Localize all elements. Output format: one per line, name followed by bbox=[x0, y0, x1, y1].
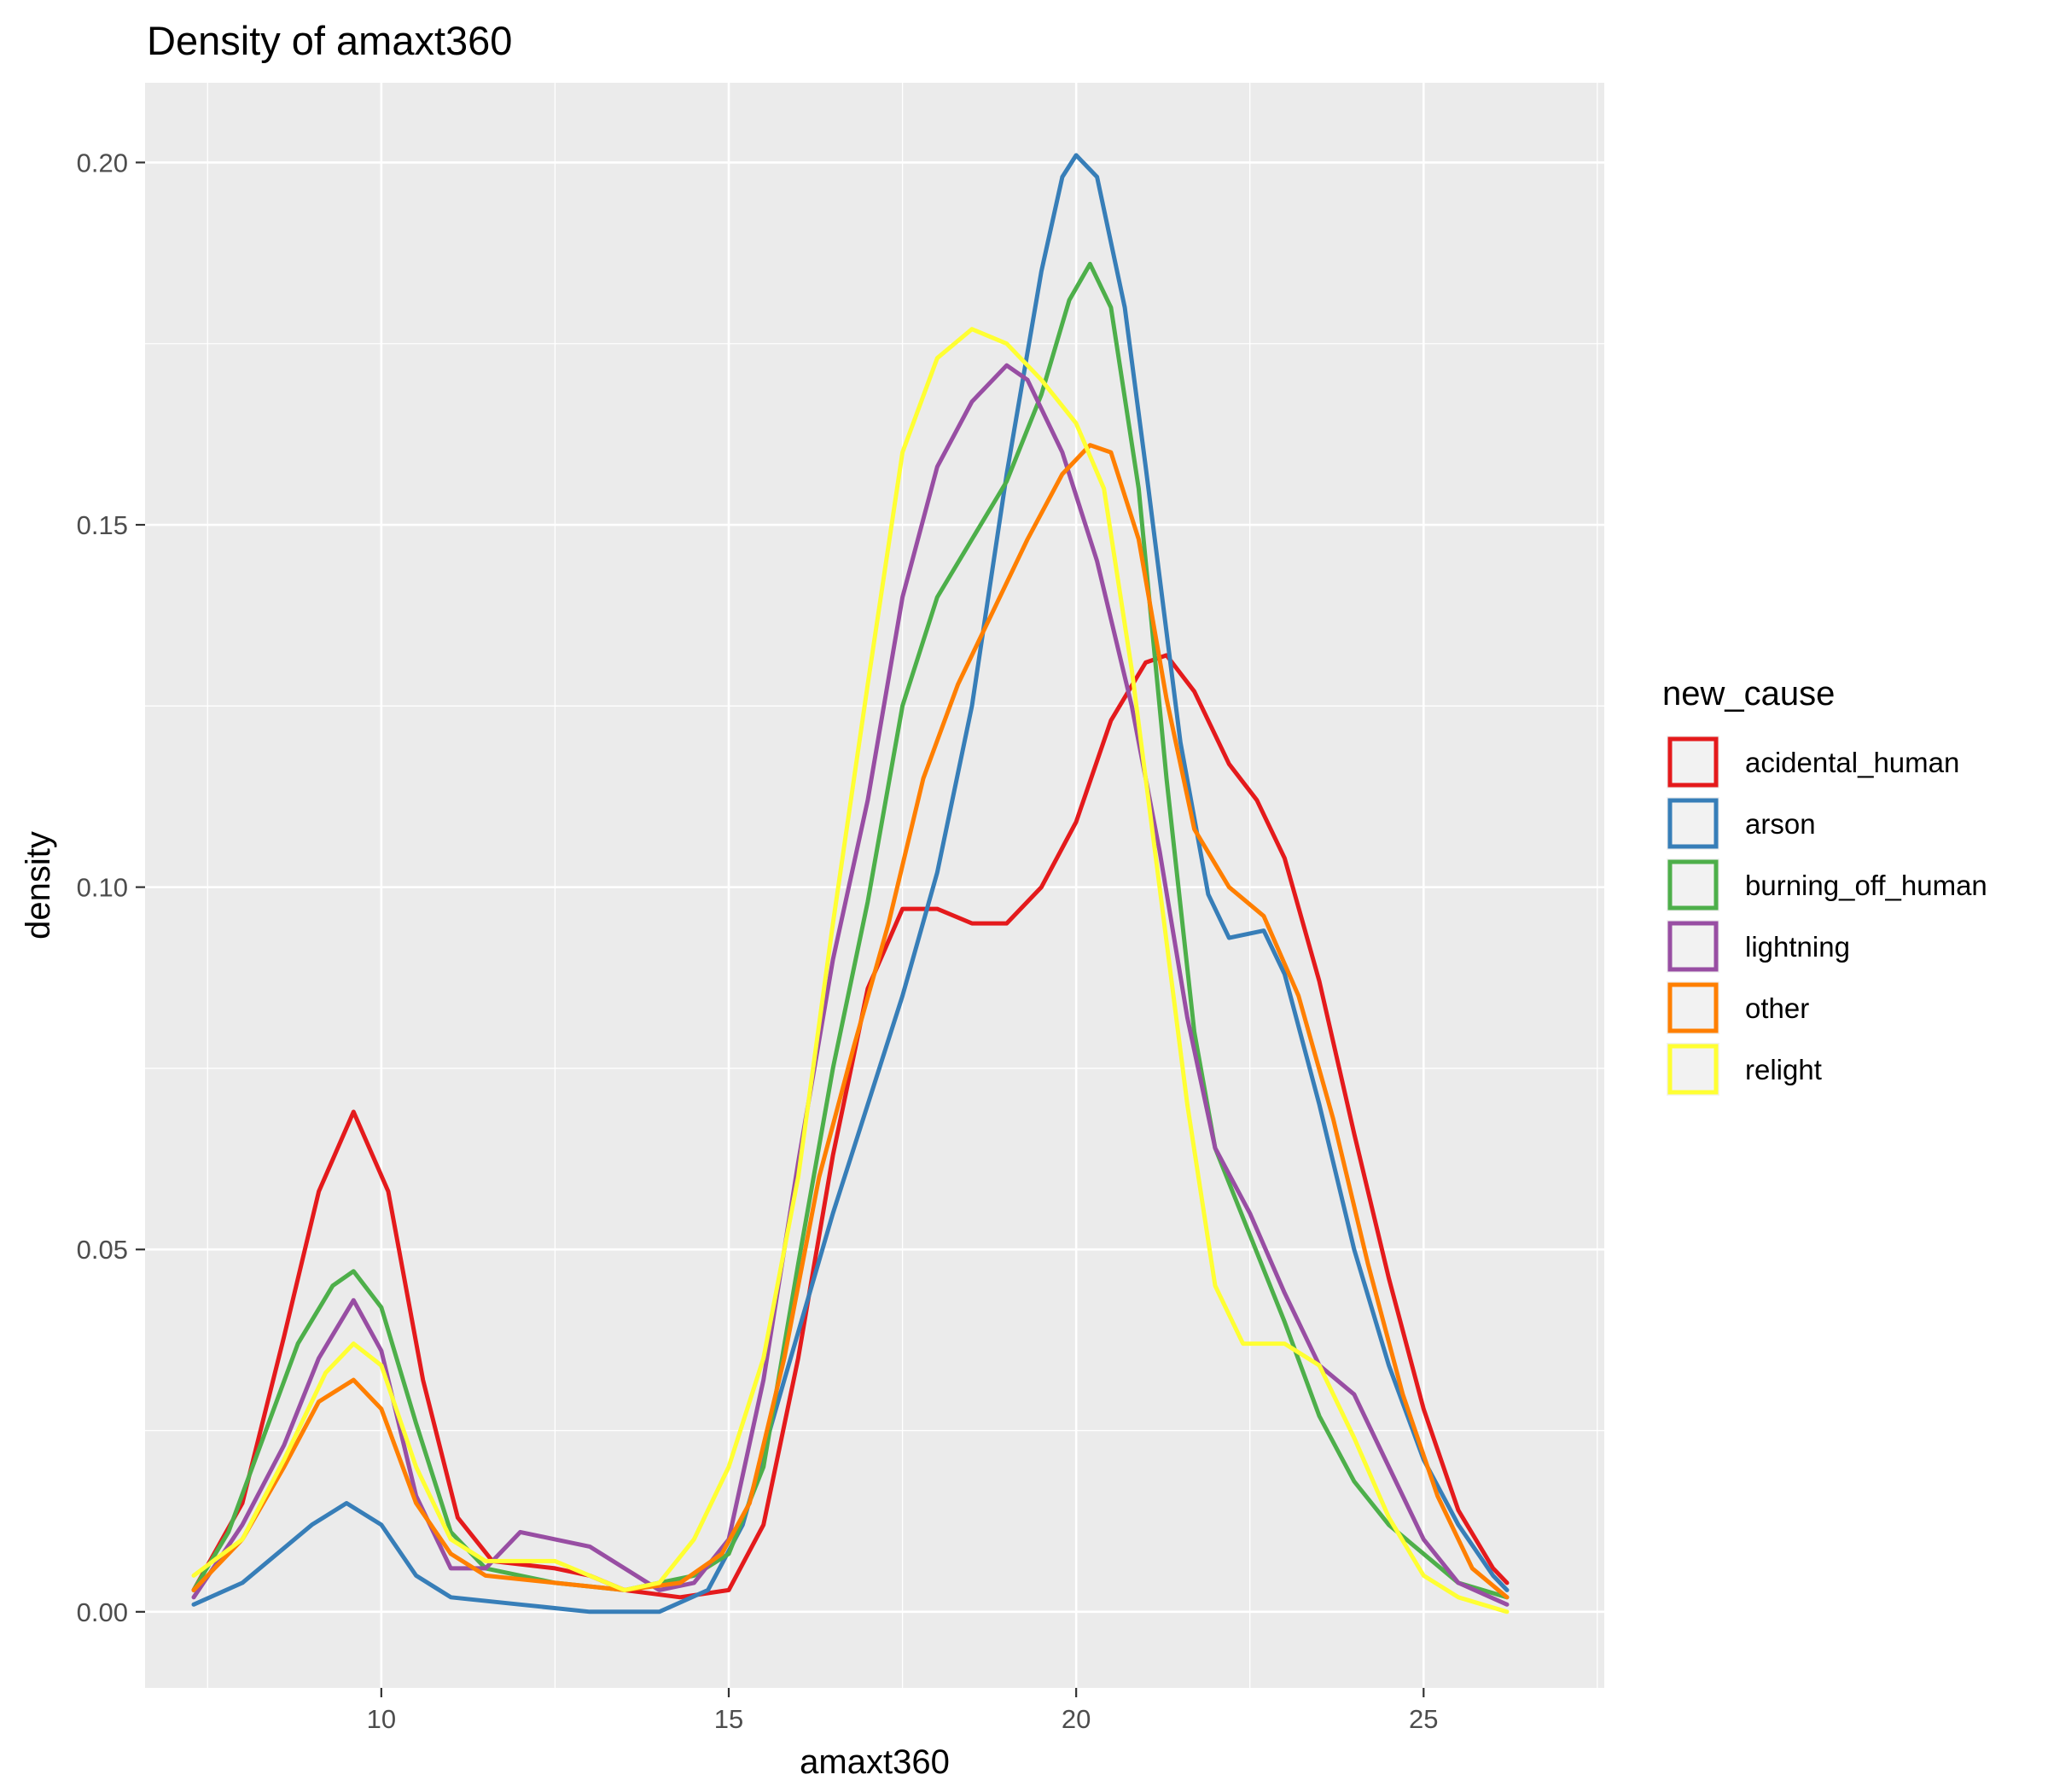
legend-key-bg bbox=[1667, 858, 1719, 911]
legend-key-arson bbox=[1667, 798, 1719, 849]
legend-label: lightning bbox=[1745, 931, 1850, 963]
x-axis-title: amaxt360 bbox=[800, 1743, 950, 1781]
plot-panel bbox=[145, 83, 1604, 1688]
y-tick-label: 0.05 bbox=[77, 1235, 128, 1265]
x-tick-label: 25 bbox=[1409, 1704, 1438, 1734]
legend-label: burning_off_human bbox=[1745, 870, 1987, 901]
legend-label: acidental_human bbox=[1745, 747, 1959, 778]
legend-label: relight bbox=[1745, 1054, 1822, 1085]
y-tick-label: 0.15 bbox=[77, 510, 128, 540]
series-line-other bbox=[191, 443, 1510, 1600]
legend-key-relight bbox=[1667, 1044, 1719, 1095]
minor-gridlines bbox=[145, 83, 1604, 1688]
x-tick-label: 10 bbox=[367, 1704, 396, 1734]
series-line-burning-off-human bbox=[191, 261, 1510, 1600]
x-tick-label: 20 bbox=[1062, 1704, 1091, 1734]
series-line-relight bbox=[191, 327, 1510, 1615]
y-tick-label: 0.10 bbox=[77, 873, 128, 903]
y-tick-label: 0.00 bbox=[77, 1597, 128, 1627]
y-tick-label: 0.20 bbox=[77, 148, 128, 177]
axes: 10 15 20 25 0.00 0.05 0.10 0.15 0.20 bbox=[77, 148, 1439, 1734]
chart-title: Density of amaxt360 bbox=[147, 18, 512, 63]
legend-key-bg bbox=[1667, 1043, 1719, 1096]
legend-label: arson bbox=[1745, 808, 1816, 840]
legend-key-other bbox=[1667, 982, 1719, 1033]
legend-key-lightning bbox=[1667, 921, 1719, 972]
density-lines bbox=[191, 153, 1510, 1615]
major-gridlines bbox=[145, 83, 1604, 1688]
legend-key-bg bbox=[1667, 981, 1719, 1034]
series-line-acidental-human bbox=[191, 653, 1510, 1600]
legend-key-acidental-human bbox=[1667, 736, 1719, 788]
x-tick-label: 15 bbox=[714, 1704, 743, 1734]
legend-title: new_cause bbox=[1662, 675, 1835, 713]
y-axis-title: density bbox=[20, 831, 57, 940]
legend-key-bg bbox=[1667, 920, 1719, 973]
legend-key-bg bbox=[1667, 797, 1719, 850]
legend-key-burning-off-human bbox=[1667, 859, 1719, 911]
series-line-arson bbox=[191, 153, 1510, 1615]
legend-label: other bbox=[1745, 992, 1809, 1024]
legend-key-bg bbox=[1667, 736, 1719, 788]
